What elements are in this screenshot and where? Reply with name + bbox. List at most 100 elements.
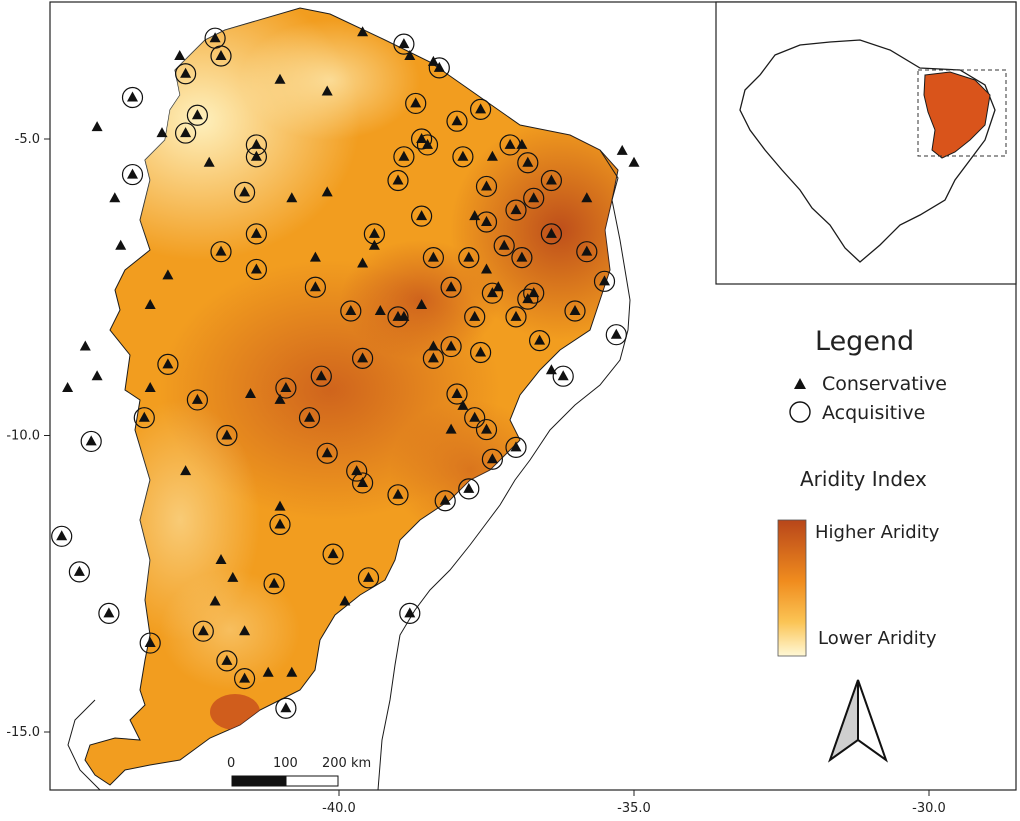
acquisitive-site-marker <box>446 110 468 132</box>
conservative-site-marker <box>427 340 439 351</box>
acquisitive-circle <box>523 282 545 304</box>
longitude-axis: -40.0 -35.0 -30.0 <box>322 790 946 816</box>
acquisitive-site-marker <box>452 146 474 168</box>
scale-label-100: 100 <box>273 756 298 771</box>
acquisitive-site-marker <box>298 407 321 429</box>
acquisitive-triangle <box>138 411 150 422</box>
acquisitive-site-marker <box>263 573 285 595</box>
conservative-site-marker <box>628 156 640 167</box>
conservative-site-marker <box>469 210 481 221</box>
acquisitive-circle <box>434 490 456 512</box>
acquisitive-triangle <box>439 494 451 505</box>
acquisitive-circle <box>475 175 498 198</box>
acquisitive-triangle <box>610 328 622 339</box>
conservative-site-marker <box>274 73 286 84</box>
conservative-site-marker <box>321 85 333 96</box>
acquisitive-triangle <box>486 453 498 464</box>
acquisitive-circle <box>505 436 527 458</box>
acquisitive-triangle <box>304 411 315 422</box>
acquisitive-circle <box>428 57 450 79</box>
acquisitive-triangle <box>599 275 610 286</box>
acquisitive-triangle <box>191 393 203 404</box>
acquisitive-circle <box>51 525 73 547</box>
acquisitive-triangle <box>498 239 510 250</box>
acquisitive-triangle <box>427 251 439 262</box>
acquisitive-site-marker <box>464 306 486 328</box>
conservative-site-marker <box>144 299 156 310</box>
acquisitive-circle <box>470 98 492 120</box>
legend-title: Legend <box>815 326 914 357</box>
acquisitive-triangle <box>481 216 492 227</box>
acquisitive-circle <box>310 365 332 387</box>
acquisitive-circle <box>458 247 480 269</box>
conservative-site-marker <box>91 370 103 381</box>
acquisitive-triangle <box>392 488 404 499</box>
conservative-site-marker <box>374 304 386 315</box>
acquisitive-site-marker <box>316 442 338 464</box>
acquisitive-triangle <box>127 91 138 102</box>
acquisitive-site-marker <box>422 247 444 269</box>
acquisitive-circle <box>387 306 409 328</box>
conservative-site-marker <box>492 281 504 292</box>
acquisitive-site-marker <box>121 163 144 186</box>
acquisitive-site-marker <box>80 430 102 453</box>
acquisitive-circle <box>316 442 338 464</box>
acquisitive-circle <box>157 353 179 375</box>
acquisitive-site-marker <box>234 668 256 690</box>
acquisitive-circle <box>411 205 433 227</box>
conservative-site-marker <box>357 26 369 37</box>
acquisitive-triangle <box>280 702 292 713</box>
acquisitive-circle <box>393 33 415 55</box>
acquisitive-site-marker <box>340 300 362 322</box>
acquisitive-triangle <box>486 287 498 298</box>
latitude-tick-label: -5.0 <box>15 132 40 147</box>
acquisitive-site-marker <box>505 306 527 328</box>
acquisitive-site-marker <box>540 223 563 245</box>
acquisitive-site-marker <box>98 602 120 625</box>
acquisitive-circle <box>540 169 563 192</box>
acquisitive-circle <box>275 697 297 719</box>
acquisitive-triangle <box>280 382 292 393</box>
conservative-site-marker <box>416 299 428 310</box>
acquisitive-site-marker <box>51 525 73 547</box>
acquisitive-circle <box>576 241 598 263</box>
acquisitive-circle <box>452 146 474 168</box>
acquisitive-triangle <box>363 571 374 582</box>
longitude-tick-label: -35.0 <box>617 801 651 816</box>
legend-conservative-label: Conservative <box>822 373 947 395</box>
acquisitive-site-marker <box>210 45 232 67</box>
acquisitive-site-marker <box>416 134 439 156</box>
acquisitive-triangle <box>504 138 516 149</box>
acquisitive-site-marker <box>393 33 415 55</box>
acquisitive-circle <box>470 341 492 364</box>
lower-aridity-label: Lower Aridity <box>818 628 937 649</box>
acquisitive-circle <box>216 650 238 672</box>
acquisitive-triangle <box>545 174 557 185</box>
acquisitive-triangle <box>457 150 469 161</box>
acquisitive-site-marker <box>428 57 450 79</box>
acquisitive-circle <box>399 602 421 625</box>
acquisitive-site-marker <box>470 98 492 120</box>
conservative-site-marker <box>357 257 369 268</box>
acquisitive-site-marker <box>139 632 161 654</box>
acquisitive-triangle <box>581 245 593 256</box>
acquisitive-triangle <box>250 150 262 161</box>
inset-study-region <box>923 71 991 159</box>
acquisitive-triangle <box>321 447 333 458</box>
latitude-axis: -5.0 -10.0 -15.0 <box>6 132 50 740</box>
scale-label-200: 200 km <box>322 756 371 771</box>
scale-outline <box>231 775 339 787</box>
higher-aridity-label: Higher Aridity <box>815 522 940 543</box>
acquisitive-site-marker <box>393 146 415 168</box>
acquisitive-triangle <box>250 263 262 274</box>
acquisitive-site-marker <box>186 389 208 411</box>
acquisitive-circle <box>523 187 545 209</box>
acquisitive-circle <box>234 668 256 690</box>
acquisitive-triangle <box>475 346 487 357</box>
acquisitive-triangle <box>250 138 262 149</box>
acquisitive-site-marker <box>269 513 291 536</box>
acquisitive-site-marker <box>470 341 492 364</box>
acquisitive-circle <box>263 573 285 595</box>
acquisitive-circle <box>505 199 527 221</box>
